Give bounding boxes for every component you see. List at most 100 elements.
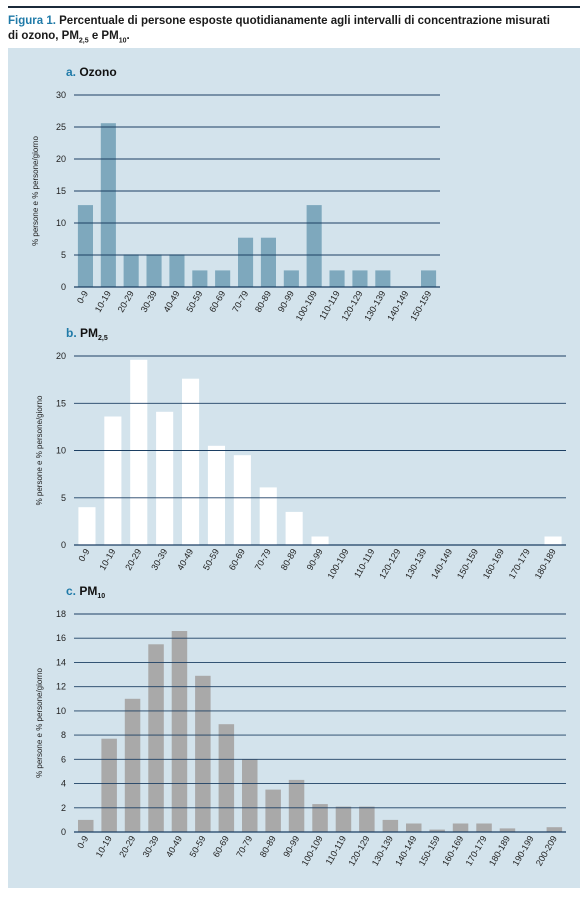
chart-title-subscript: 10 [97,593,105,600]
x-tick-label: 80-89 [253,289,273,314]
x-tick-label: 10-19 [97,547,117,572]
y-tick-label: 0 [61,540,66,550]
bar-120-129 [352,270,368,287]
top-rule [8,6,580,8]
x-tick-label: 120-129 [346,834,371,868]
chart-title: b. PM2,5 [66,326,108,342]
x-tick-label: 60-69 [211,834,231,859]
caption-line1: Percentuale di persone esposte quotidian… [59,15,550,27]
x-tick-label: 110-119 [352,547,377,579]
x-tick-label: 50-59 [184,289,204,314]
x-tick-label: 20-29 [117,834,137,859]
chart-title-letter: b. [66,326,80,340]
bar-70-79 [259,487,277,545]
x-tick-label: 10-19 [93,289,113,314]
bar-80-89 [265,789,281,832]
bar-180-189 [544,536,562,545]
x-tick-label: 0-9 [76,547,91,563]
y-axis-label: % persone e % persone/giorno [35,395,44,505]
x-tick-label: 140-149 [393,834,418,868]
y-tick-label: 0 [61,282,66,292]
y-tick-label: 2 [61,803,66,813]
x-tick-label: 150-159 [417,834,442,868]
x-tick-label: 60-69 [227,547,247,572]
y-tick-label: 15 [56,186,66,196]
bar-80-89 [260,237,276,287]
x-tick-label: 70-79 [230,289,250,314]
bar-40-49 [171,631,188,832]
x-tick-label: 190-199 [510,834,535,868]
x-tick-label: 10-19 [94,834,114,859]
x-tick-label: 120-129 [339,289,364,323]
x-tick-label: 140-149 [385,289,410,323]
chart-title: c. PM10 [66,584,105,600]
x-tick-label: 170-179 [507,547,532,581]
bar-110-119 [329,270,345,287]
bar-0-9 [77,205,93,287]
bar-50-59 [195,675,211,832]
x-tick-label: 30-39 [139,289,159,314]
figure-caption: Figura 1. Percentuale di persone esposte… [8,14,580,48]
y-tick-label: 8 [61,730,66,740]
y-tick-label: 10 [56,218,66,228]
bar-110-119 [335,806,352,832]
x-tick-label: 200-209 [534,834,559,868]
y-axis-label: % persone e % persone/giorno [31,136,40,246]
x-tick-label: 90-99 [305,547,325,572]
x-tick-label: 70-79 [253,547,273,572]
bar-60-69 [215,270,231,287]
bar-180-189 [499,828,516,832]
chart-title: a. Ozono [66,65,117,79]
bar-10-19 [104,416,122,545]
x-tick-label: 0-9 [75,289,90,305]
chart-title-letter: c. [66,584,79,598]
bar-120-129 [359,806,375,832]
caption-sub-25: 2,5 [78,37,89,45]
y-tick-label: 6 [61,754,66,764]
bar-90-99 [283,270,299,287]
bar-150-159 [421,270,437,287]
bar-0-9 [78,507,96,545]
bar-20-29 [124,698,141,832]
chart-title-letter: a. [66,65,79,79]
bar-0-9 [78,819,94,832]
bar-100-109 [312,804,328,832]
x-tick-label: 20-29 [123,547,143,572]
y-tick-label: 16 [56,633,66,643]
y-tick-label: 25 [56,122,66,132]
chart-title-text: PM [80,326,98,340]
bar-200-209 [546,827,563,832]
x-tick-label: 50-59 [201,547,221,572]
bar-80-89 [285,511,303,545]
y-tick-label: 12 [56,682,66,692]
x-tick-label: 130-139 [403,547,428,581]
chart-2: b. PM2,5 % persone e % persone/giorno 0 5 10… [35,326,566,581]
bar-100-109 [306,205,322,287]
y-tick-label: 15 [56,398,66,408]
y-tick-label: 10 [56,446,66,456]
y-tick-label: 20 [56,351,66,361]
bar-60-69 [233,455,251,545]
y-tick-label: 30 [56,90,66,100]
y-tick-label: 10 [56,706,66,716]
y-tick-label: 4 [61,779,66,789]
x-tick-label: 60-69 [207,289,227,314]
x-tick-label: 40-49 [161,289,181,314]
x-tick-label: 40-49 [175,547,195,572]
bar-10-19 [101,738,117,832]
x-tick-label: 0-9 [75,834,90,850]
y-tick-label: 5 [61,493,66,503]
chart-title-text: PM [79,584,97,598]
y-axis-label: % persone e % persone/giorno [35,668,44,778]
caption-end: . [126,30,130,42]
bar-130-139 [382,819,399,832]
bar-70-79 [242,759,258,832]
x-tick-label: 80-89 [279,547,299,572]
x-tick-label: 100-109 [294,289,319,323]
bar-90-99 [288,779,305,832]
x-tick-label: 20-29 [116,289,136,314]
bar-40-49 [182,378,200,545]
y-tick-label: 18 [56,609,66,619]
caption-mid: e PM [88,30,119,42]
x-tick-label: 100-109 [300,834,325,868]
